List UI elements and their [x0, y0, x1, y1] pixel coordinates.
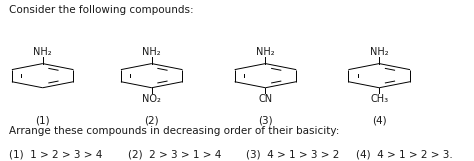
- Text: NO₂: NO₂: [142, 94, 161, 104]
- Text: NH₂: NH₂: [256, 47, 275, 57]
- Text: NH₂: NH₂: [142, 47, 161, 57]
- Text: (3)  4 > 1 > 3 > 2: (3) 4 > 1 > 3 > 2: [246, 150, 340, 160]
- Text: (2): (2): [145, 115, 159, 125]
- Text: (4): (4): [372, 115, 386, 125]
- Text: CN: CN: [258, 94, 273, 104]
- Text: CH₃: CH₃: [370, 94, 388, 104]
- Text: (4)  4 > 1 > 2 > 3.: (4) 4 > 1 > 2 > 3.: [356, 150, 452, 160]
- Text: (1): (1): [36, 115, 50, 125]
- Text: (3): (3): [258, 115, 273, 125]
- Text: NH₂: NH₂: [370, 47, 389, 57]
- Text: (1)  1 > 2 > 3 > 4: (1) 1 > 2 > 3 > 4: [9, 150, 103, 160]
- Text: NH₂: NH₂: [33, 47, 52, 57]
- Text: (2)  2 > 3 > 1 > 4: (2) 2 > 3 > 1 > 4: [128, 150, 221, 160]
- Text: Arrange these compounds in decreasing order of their basicity:: Arrange these compounds in decreasing or…: [9, 126, 340, 136]
- Text: Consider the following compounds:: Consider the following compounds:: [9, 5, 194, 15]
